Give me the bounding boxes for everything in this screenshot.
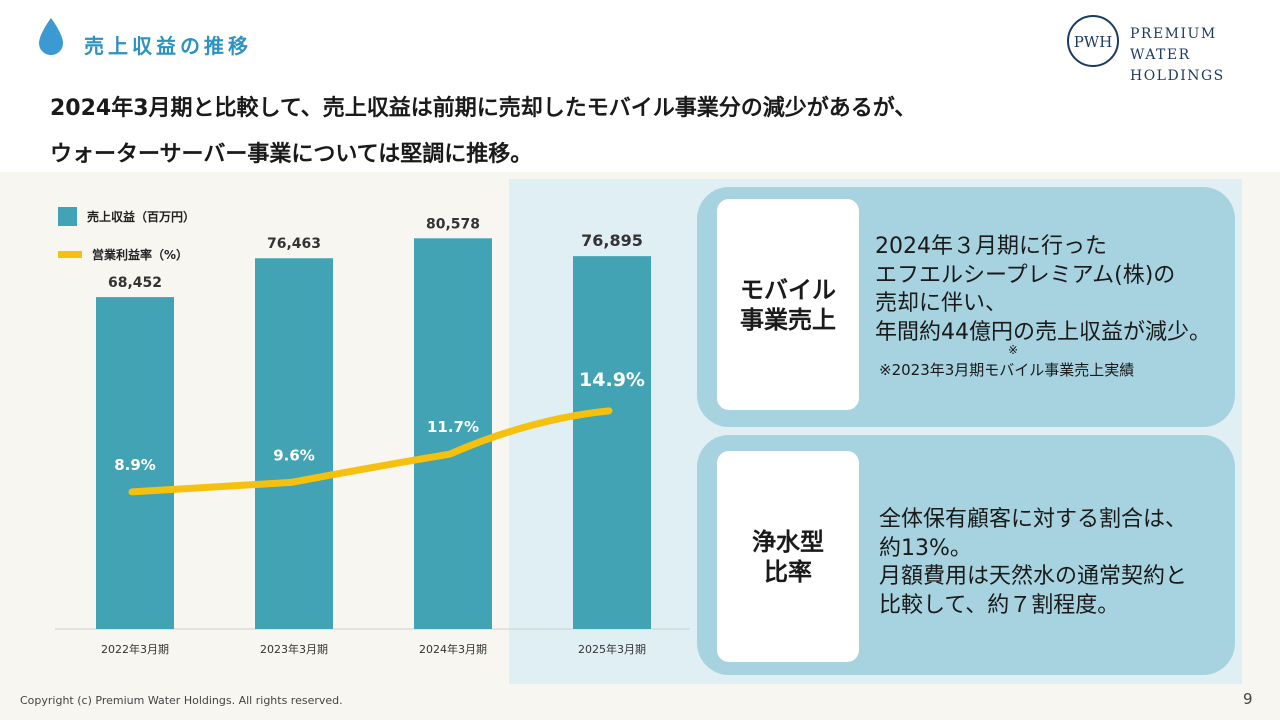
revenue-chart: 68,452 2022年3月期 76,463 2023年3月期 80,578 2024年3… bbox=[55, 216, 690, 656]
logo-text: PREMIUM WATER HOLDINGS bbox=[1130, 24, 1266, 87]
x-tick-label-2: 2023年3月期 bbox=[260, 642, 328, 656]
bar-value-label-1: 68,452 bbox=[108, 275, 162, 291]
bar-1 bbox=[96, 297, 174, 629]
legend-item-line: 営業利益率（%） bbox=[58, 246, 188, 263]
card-label-purifier: 浄水型 比率 bbox=[717, 451, 859, 662]
bar-2 bbox=[255, 258, 333, 629]
headline-line2: ウォーターサーバー事業については堅調に推移。 bbox=[50, 142, 533, 167]
legend-item-bar: 売上収益（百万円） bbox=[58, 207, 195, 226]
page-number: 9 bbox=[1243, 690, 1253, 708]
x-tick-label-3: 2024年3月期 bbox=[419, 642, 487, 656]
legend-label-bar: 売上収益（百万円） bbox=[87, 210, 196, 224]
bar-3 bbox=[414, 238, 492, 629]
copyright: Copyright (c) Premium Water Holdings. Al… bbox=[20, 694, 343, 707]
logo-mark-text: PWH bbox=[1074, 33, 1113, 51]
rate-label-2: 9.6% bbox=[273, 446, 315, 464]
rate-label-3: 11.7% bbox=[427, 418, 479, 436]
card-note-mobile: ※2023年3月期モバイル事業売上実績 bbox=[879, 361, 1135, 379]
card-text-mobile: 2024年３月期に行った エフエルシープレミアム(株)の 売却に伴い、 年間約4… bbox=[875, 234, 1211, 345]
logo-line1: PREMIUM WATER bbox=[1130, 26, 1217, 63]
rate-label-1: 8.9% bbox=[114, 456, 156, 474]
card-label-mobile: モバイル 事業売上 bbox=[717, 199, 859, 410]
headline: 2024年3月期と比較して、売上収益は前期に売却したモバイル事業分の減少があるが… bbox=[50, 86, 916, 178]
x-tick-label-4: 2025年3月期 bbox=[578, 642, 646, 656]
legend-label-line: 営業利益率（%） bbox=[92, 248, 189, 262]
card-text-purifier: 全体保有顧客に対する割合は、 約13%。 月額費用は天然水の通常契約と 比較して… bbox=[879, 507, 1188, 618]
rate-line bbox=[128, 407, 613, 496]
card-mark-mobile: ※ bbox=[1008, 343, 1019, 357]
section-title: 売上収益の推移 bbox=[84, 34, 252, 58]
x-tick-label-1: 2022年3月期 bbox=[101, 642, 169, 656]
logo-line2: HOLDINGS bbox=[1130, 68, 1225, 84]
bar-value-label-4: 76,895 bbox=[581, 231, 643, 250]
legend-swatch-bar bbox=[58, 207, 77, 226]
card-purifier: 浄水型 比率 全体保有顧客に対する割合は、 約13%。 月額費用は天然水の通常契… bbox=[697, 435, 1235, 675]
header-area bbox=[0, 0, 1280, 172]
logo-emblem-icon: PWH bbox=[1067, 15, 1119, 67]
headline-line1: 2024年3月期と比較して、売上収益は前期に売却したモバイル事業分の減少があるが… bbox=[50, 96, 917, 121]
bar-value-label-3: 80,578 bbox=[426, 216, 480, 232]
card-mobile: モバイル 事業売上 2024年３月期に行った エフエルシープレミアム(株)の 売… bbox=[697, 187, 1235, 427]
legend-swatch-line bbox=[58, 251, 82, 258]
bar-value-label-2: 76,463 bbox=[267, 236, 321, 252]
water-drop-icon bbox=[39, 18, 63, 55]
bar-4 bbox=[573, 256, 651, 629]
rate-label-4: 14.9% bbox=[579, 369, 645, 391]
company-logo: PWH PREMIUM WATER HOLDINGS bbox=[1066, 14, 1266, 84]
